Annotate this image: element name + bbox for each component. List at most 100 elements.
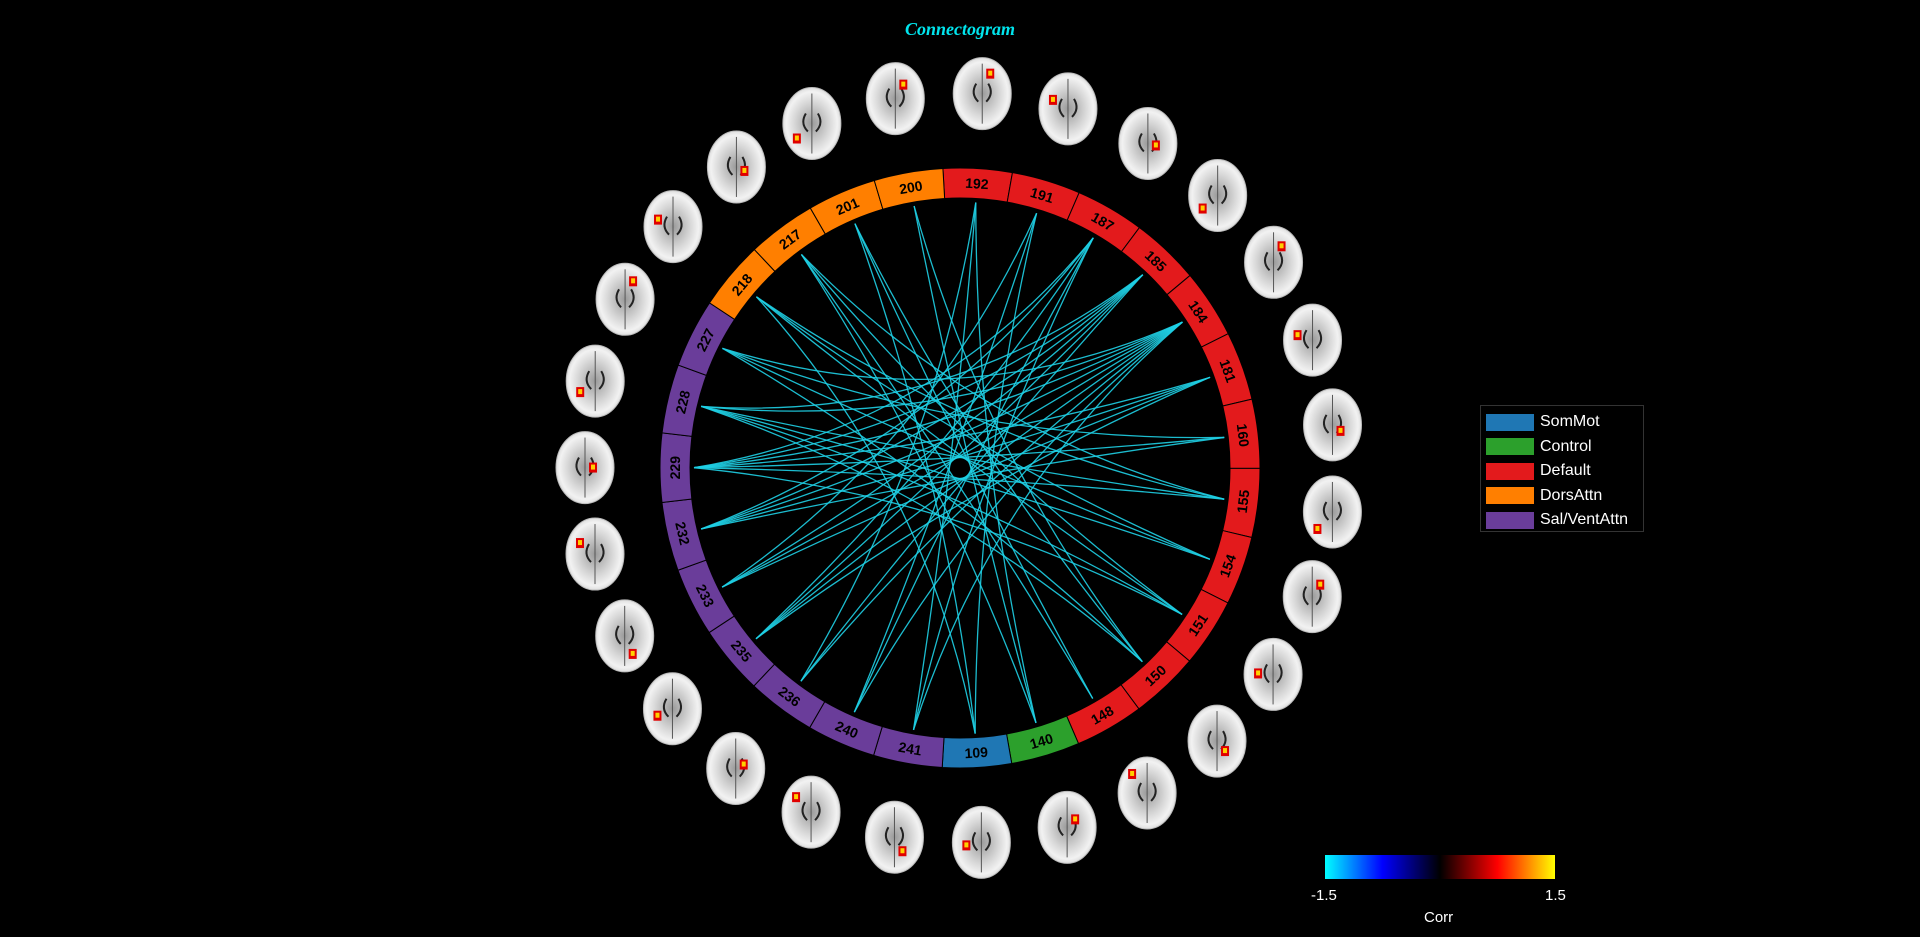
- edge-187-241: [912, 237, 1094, 731]
- legend-item-sommot: SomMot: [1486, 410, 1638, 435]
- brain-slice-200: [865, 62, 925, 136]
- brain-slice-150: [1187, 704, 1247, 778]
- edge-160-227: [722, 347, 1225, 439]
- legend-label: Sal/VentAttn: [1540, 511, 1629, 529]
- edge-140-200: [913, 205, 1037, 724]
- node-label-229: 229: [667, 456, 683, 480]
- node-label-160: 160: [1234, 423, 1253, 448]
- legend-swatch: [1486, 511, 1534, 529]
- brain-slice-154: [1282, 560, 1342, 634]
- figure-title: Connectogram: [905, 19, 1015, 39]
- edge-148-217: [800, 254, 1094, 699]
- edge-181-229: [693, 376, 1211, 469]
- connection-edges: [693, 202, 1225, 734]
- legend-label: SomMot: [1540, 413, 1600, 431]
- brain-slice-228: [565, 344, 625, 418]
- brain-slice-233: [595, 599, 655, 673]
- legend-label: DorsAttn: [1540, 486, 1603, 504]
- edge-150-228: [701, 405, 1143, 663]
- brain-slice-217: [706, 130, 766, 204]
- node-label-232: 232: [672, 520, 693, 547]
- brain-slice-218: [643, 190, 703, 264]
- edge-181-235: [755, 376, 1211, 640]
- colorbar-title: Corr: [1424, 909, 1454, 926]
- edge-184-227: [722, 321, 1183, 380]
- edge-184-232: [700, 321, 1183, 530]
- brain-slice-185: [1188, 159, 1248, 233]
- edge-155-217: [800, 253, 1225, 500]
- brain-slice-184: [1244, 225, 1304, 299]
- node-label-192: 192: [965, 175, 989, 192]
- node-label-109: 109: [964, 744, 988, 761]
- brain-slice-201: [782, 86, 842, 160]
- brain-slice-140: [1037, 790, 1097, 864]
- edge-150-200: [913, 205, 1143, 663]
- edge-109-201: [854, 223, 976, 734]
- brain-slice-241: [864, 800, 924, 874]
- node-label-241: 241: [897, 739, 923, 759]
- brain-thumbnails: [555, 57, 1363, 879]
- legend-item-salventattn: Sal/VentAttn: [1486, 508, 1638, 533]
- node-label-228: 228: [672, 389, 693, 416]
- brain-slice-235: [642, 672, 702, 746]
- edge-184-229: [693, 321, 1183, 469]
- edge-155-218: [756, 296, 1225, 500]
- edge-191-109: [974, 213, 1038, 734]
- edge-185-232: [700, 274, 1144, 530]
- brain-slice-187: [1118, 106, 1178, 180]
- edge-150-201: [854, 223, 1143, 663]
- colorbar-min-label: -1.5: [1311, 887, 1337, 904]
- brain-slice-155: [1302, 475, 1362, 549]
- edge-185-229: [693, 274, 1144, 469]
- edge-151-228: [701, 405, 1183, 615]
- edge-184-241: [912, 321, 1183, 731]
- brain-slice-181: [1283, 303, 1343, 377]
- legend-item-default: Default: [1486, 459, 1638, 484]
- node-segment-200: [873, 167, 946, 210]
- brain-slice-191: [1038, 72, 1098, 146]
- legend-label: Default: [1540, 462, 1591, 480]
- node-label-191: 191: [1029, 184, 1056, 206]
- brain-slice-109: [951, 805, 1011, 879]
- brain-slice-148: [1117, 756, 1177, 830]
- brain-slice-151: [1243, 637, 1303, 711]
- edge-150-227: [722, 347, 1143, 663]
- network-legend: SomMot Control Default DorsAttn Sal/Vent…: [1480, 405, 1644, 532]
- node-label-154: 154: [1216, 552, 1239, 580]
- edge-154-228: [701, 405, 1211, 560]
- edge-184-236: [800, 321, 1183, 682]
- edge-184-228: [701, 321, 1183, 412]
- brain-slice-160: [1303, 388, 1363, 462]
- colorbar: [1325, 855, 1555, 879]
- legend-swatch: [1486, 438, 1534, 456]
- edge-151-218: [756, 296, 1183, 615]
- edge-184-240: [853, 321, 1183, 713]
- legend-swatch: [1486, 413, 1534, 431]
- node-label-140: 140: [1028, 730, 1055, 752]
- legend-swatch: [1486, 487, 1534, 505]
- edge-187-232: [700, 237, 1094, 530]
- edge-240-191: [853, 213, 1038, 713]
- edge-192-140: [975, 202, 1037, 724]
- edge-192-236: [800, 202, 977, 682]
- brain-slice-236: [706, 732, 766, 806]
- edge-191-233: [721, 212, 1038, 588]
- edge-187-235: [755, 237, 1094, 640]
- edge-241-192: [912, 202, 977, 731]
- colorbar-max-label: 1.5: [1545, 887, 1566, 904]
- legend-swatch: [1486, 462, 1534, 480]
- edge-154-218: [756, 296, 1211, 560]
- node-label-181: 181: [1216, 357, 1239, 385]
- legend-item-control: Control: [1486, 435, 1638, 460]
- edge-109-218: [755, 296, 976, 734]
- node-label-200: 200: [898, 177, 924, 197]
- brain-slice-240: [781, 775, 841, 849]
- legend-label: Control: [1540, 437, 1592, 455]
- edge-185-228: [701, 274, 1144, 409]
- brain-slice-229: [555, 431, 615, 505]
- brain-slice-227: [595, 262, 655, 336]
- network-ring: 1921911871851841811601551541511501481401…: [659, 167, 1261, 769]
- legend-item-dorsattn: DorsAttn: [1486, 484, 1638, 509]
- node-label-155: 155: [1234, 489, 1253, 514]
